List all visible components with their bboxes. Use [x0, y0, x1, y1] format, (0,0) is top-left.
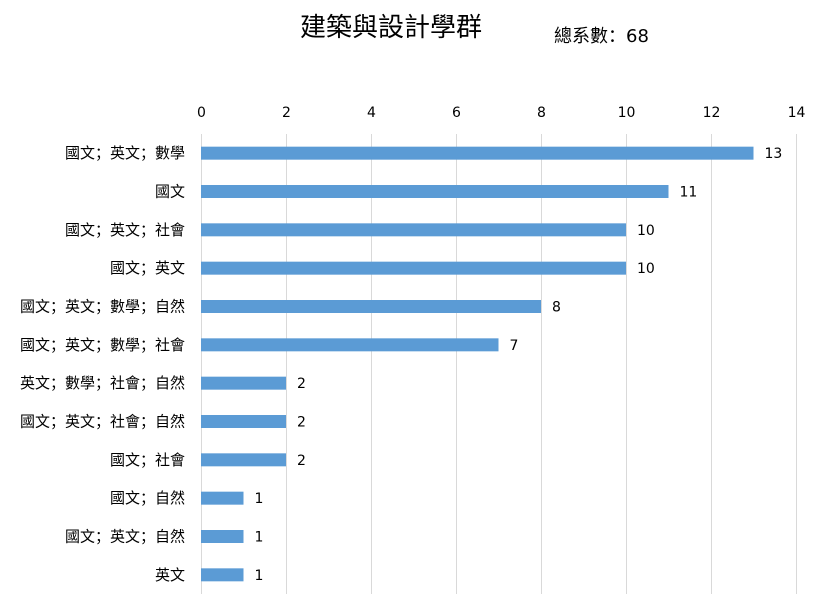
x-tick-label: 12 — [703, 105, 721, 121]
data-label: 2 — [297, 376, 306, 392]
total-count-label: 總系數：68 — [554, 26, 649, 47]
category-label: 國文；社會 — [110, 451, 185, 469]
x-tick-label: 14 — [788, 105, 806, 121]
bar — [201, 376, 286, 390]
bar — [201, 530, 244, 543]
category-label: 國文；自然 — [110, 489, 185, 507]
bar — [201, 415, 286, 428]
chart-title: 建築與設計學群 — [300, 13, 483, 43]
bar — [201, 185, 669, 198]
data-label: 1 — [255, 568, 264, 584]
data-label: 2 — [297, 453, 306, 469]
bar — [201, 338, 499, 352]
x-tick-label: 2 — [282, 105, 291, 121]
bar — [201, 491, 244, 505]
category-label: 國文；英文；社會 — [65, 221, 185, 239]
bar — [201, 300, 541, 313]
category-label: 英文；數學；社會；自然 — [20, 374, 185, 392]
bar — [201, 453, 286, 467]
data-label: 1 — [255, 530, 264, 546]
category-label: 國文；英文；數學；社會 — [20, 336, 185, 354]
category-label: 英文 — [155, 566, 185, 584]
bar — [201, 261, 626, 275]
x-tick-label: 4 — [367, 105, 376, 121]
data-label: 13 — [765, 146, 783, 162]
category-label: 國文；英文；自然 — [65, 528, 185, 546]
category-label: 國文；英文；社會；自然 — [20, 413, 185, 431]
category-label: 國文；英文；數學；自然 — [20, 298, 185, 316]
data-label: 8 — [552, 300, 561, 316]
data-label: 2 — [297, 415, 306, 431]
x-tick-label: 8 — [537, 105, 546, 121]
category-label: 國文 — [155, 183, 185, 201]
bar — [201, 223, 626, 237]
bar — [201, 146, 754, 160]
bar — [201, 568, 244, 582]
data-label: 10 — [637, 223, 655, 239]
data-label: 11 — [680, 185, 698, 201]
category-label: 國文；英文 — [110, 259, 185, 277]
x-tick-label: 0 — [197, 105, 206, 121]
data-label: 7 — [510, 338, 519, 354]
data-label: 1 — [255, 491, 264, 507]
data-label: 10 — [637, 261, 655, 277]
x-tick-label: 10 — [618, 105, 636, 121]
x-tick-label: 6 — [452, 105, 461, 121]
category-label: 國文；英文；數學 — [65, 144, 185, 162]
